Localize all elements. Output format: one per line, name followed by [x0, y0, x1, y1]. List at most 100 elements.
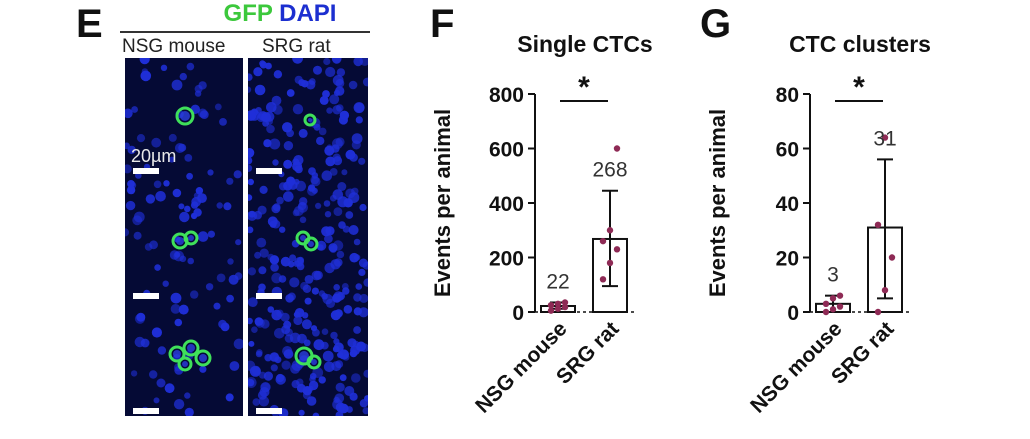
dapi-nucleus [355, 283, 363, 290]
dapi-nucleus [248, 226, 254, 234]
dapi-nucleus [335, 137, 345, 147]
gfp-cell-nucleus [182, 361, 188, 367]
dapi-nucleus [127, 180, 135, 188]
data-point [829, 306, 837, 313]
dapi-nucleus [253, 210, 262, 220]
dapi-nucleus [358, 157, 366, 165]
dapi-nucleus [187, 257, 194, 265]
dapi-nucleus [293, 178, 300, 185]
dapi-nucleus [311, 176, 321, 187]
dapi-nucleus [198, 108, 208, 118]
dapi-nucleus [256, 237, 267, 248]
dapi-nucleus [270, 263, 279, 272]
dapi-nucleus [153, 397, 160, 404]
scale-bar [133, 408, 159, 414]
dapi-nucleus [319, 95, 329, 105]
dapi-nucleus [344, 386, 355, 396]
dapi-nucleus [156, 378, 166, 388]
dapi-nucleus [313, 270, 323, 280]
dapi-nucleus [351, 373, 361, 383]
dapi-nucleus [195, 187, 204, 195]
column-label-nsg-mouse: NSG mouse [122, 36, 226, 57]
dapi-nucleus [274, 356, 282, 364]
dapi-nucleus [336, 68, 346, 77]
dapi-nucleus [251, 326, 258, 334]
dapi-nucleus [280, 312, 290, 322]
y-tick-label: 40 [776, 193, 799, 216]
dapi-nucleus [334, 393, 345, 404]
dapi-nucleus [260, 319, 270, 329]
dapi-nucleus [248, 297, 258, 307]
dapi-nucleus [207, 230, 215, 238]
dapi-nucleus [184, 205, 191, 213]
value-label: 268 [592, 159, 627, 182]
dapi-nucleus [283, 349, 294, 359]
dapi-nucleus [346, 406, 353, 413]
gfp-cell [175, 106, 195, 126]
dapi-nucleus [316, 136, 325, 146]
dapi-nucleus [248, 178, 254, 186]
dapi-nucleus [194, 90, 202, 97]
dapi-nucleus [225, 393, 234, 402]
y-tick-label: 0 [787, 302, 799, 325]
dapi-nucleus [259, 185, 268, 194]
dapi-nucleus [226, 177, 234, 185]
dapi-nucleus [358, 258, 368, 268]
dapi-nucleus [269, 255, 280, 265]
data-point [554, 305, 562, 312]
gfp-cell-nucleus [188, 235, 194, 241]
dapi-nucleus [331, 58, 342, 64]
dapi-nucleus [220, 322, 230, 332]
dapi-nucleus [184, 407, 194, 416]
dapi-nucleus [174, 143, 185, 153]
dapi-nucleus [362, 77, 368, 87]
significance-star: * [853, 71, 865, 104]
dapi-nucleus [252, 398, 261, 406]
dapi-nucleus [278, 182, 288, 191]
dapi-nucleus [281, 325, 291, 335]
gfp-cell [306, 354, 322, 370]
gfp-cell [182, 339, 200, 357]
dapi-nucleus [312, 328, 320, 337]
dapi-nucleus [333, 284, 340, 291]
dapi-nucleus [335, 360, 344, 369]
dapi-nucleus [304, 297, 312, 305]
dapi-nucleus [141, 68, 149, 75]
dapi-nucleus [322, 350, 334, 362]
dapi-nucleus [184, 392, 191, 399]
dapi-nucleus [317, 244, 324, 251]
dapi-nucleus [364, 395, 368, 402]
scale-bar [133, 168, 159, 174]
dapi-nucleus [253, 67, 263, 77]
y-tick-label: 80 [776, 84, 799, 107]
dapi-nucleus [281, 360, 291, 370]
dapi-nucleus [353, 293, 362, 302]
dapi-nucleus [334, 258, 343, 267]
dapi-nucleus [272, 203, 281, 212]
dapi-nucleus [324, 145, 335, 156]
dapi-nucleus [248, 156, 253, 165]
dapi-nucleus [178, 304, 189, 315]
dapi-nucleus [174, 251, 181, 258]
scale-bar-label: 20µm [131, 146, 177, 166]
dapi-nucleus [330, 331, 338, 340]
gfp-cell-nucleus [176, 237, 184, 245]
dapi-nucleus [358, 268, 366, 276]
dapi-nucleus [263, 139, 272, 148]
dapi-nucleus [229, 361, 240, 371]
dapi-nucleus [164, 383, 175, 394]
gfp-cell [303, 113, 317, 127]
dapi-nucleus [293, 316, 303, 326]
dapi-nucleus [309, 376, 316, 383]
dapi-nucleus [207, 169, 214, 176]
dapi-nucleus [341, 283, 349, 290]
dapi-nucleus [205, 283, 214, 291]
gfp-cell [177, 356, 193, 372]
value-label: 31 [873, 127, 896, 150]
dapi-nucleus [172, 188, 182, 198]
dapi-nucleus [145, 194, 156, 204]
dapi-nucleus [363, 369, 368, 378]
dapi-nucleus [248, 110, 257, 121]
dapi-nucleus [139, 58, 150, 65]
dapi-nucleus [248, 267, 256, 276]
